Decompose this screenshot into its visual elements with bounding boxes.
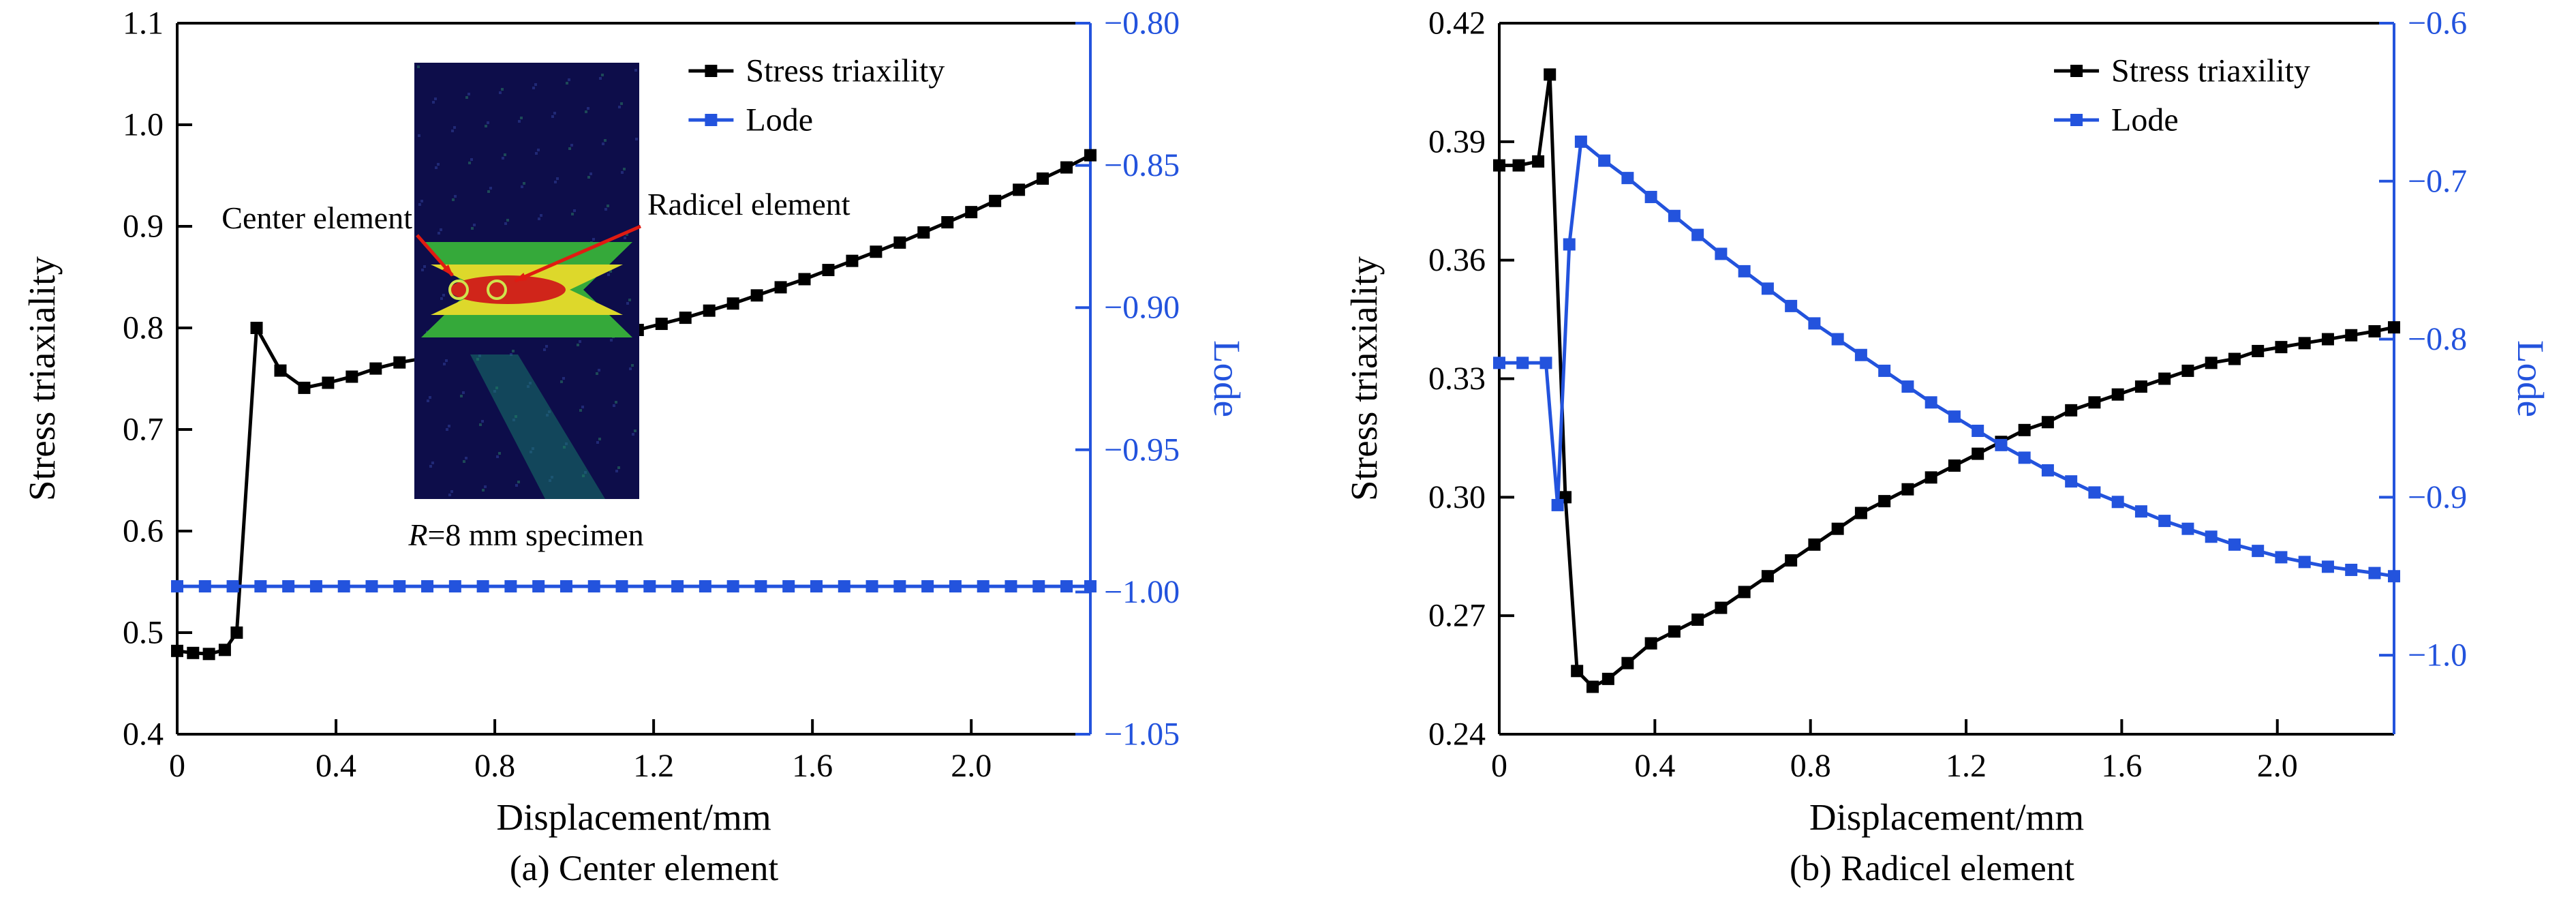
center-element-arrow <box>416 234 454 277</box>
chart-a-canvas: 0 0.4 0.8 1.2 1.6 2.00.40.50.60.70.80.91.01.1… <box>21 5 1248 839</box>
chart-b-canvas: 0 0.4 0.8 1.2 1.6 2.0 0.24 0.27 0.30 0.33 0.36 0.39… <box>1343 5 2551 839</box>
left-tick-label: 0.4 <box>123 716 164 753</box>
left-tick-label: 0.27 <box>1428 598 1486 634</box>
specimen-inset: Center element Radicel element R=8 mm spec… <box>221 63 850 552</box>
left-tick-label: 0.6 <box>123 513 164 549</box>
right-axis-title: Lode <box>2510 340 2551 417</box>
x-tick-label: 1.6 <box>2101 748 2142 784</box>
series-lode <box>1493 135 2400 583</box>
left-tick-label: 0.42 <box>1428 5 1486 42</box>
center-element-label: Center element <box>221 200 412 235</box>
right-tick-label: −0.85 <box>1104 147 1180 183</box>
left-axis-title: Stress triaxiality <box>21 256 63 501</box>
right-tick-label: −0.6 <box>2408 5 2467 42</box>
right-tick-label: −1.0 <box>2408 637 2467 674</box>
left-tick-label: 0.39 <box>1428 123 1486 160</box>
left-tick-label: 0.24 <box>1428 716 1486 753</box>
chart-b: 0 0.4 0.8 1.2 1.6 2.0 0.24 0.27 0.30 0.33 0.36 0.39… <box>1288 0 2576 921</box>
chart-a-caption: (a) Center element <box>509 849 779 888</box>
left-tick-label: 0.5 <box>123 615 164 651</box>
axes: 0 0.4 0.8 1.2 1.6 2.00.40.50.60.70.80.91.01.1… <box>21 5 1248 839</box>
left-tick-label: 0.7 <box>123 412 164 448</box>
x-tick-label: 0.4 <box>316 748 356 784</box>
inset-caption: R=8 mm specimen <box>408 517 643 552</box>
x-tick-label: 0.4 <box>1634 748 1675 784</box>
right-tick-label: −0.80 <box>1104 5 1180 42</box>
x-tick-label: 1.2 <box>1946 748 1987 784</box>
series-stress-triaxility <box>1493 68 2400 693</box>
legend-label: Stress triaxility <box>2111 53 2310 89</box>
x-tick-label: 2.0 <box>951 748 992 784</box>
radicel-element-marker <box>487 280 507 300</box>
left-tick-label: 1.1 <box>123 5 164 42</box>
legend: Stress triaxility Lode <box>2054 53 2310 138</box>
x-tick-label: 0 <box>169 748 185 784</box>
center-element-marker <box>448 280 469 300</box>
left-tick-label: 1.0 <box>123 107 164 143</box>
legend-label: Stress triaxility <box>746 53 945 89</box>
left-tick-label: 0.33 <box>1428 361 1486 397</box>
x-tick-label: 0.8 <box>1790 748 1831 784</box>
left-axis-title: Stress triaxiality <box>1343 256 1385 501</box>
x-tick-label: 1.6 <box>792 748 833 784</box>
right-tick-label: −0.90 <box>1104 290 1180 326</box>
series-lode <box>171 580 1097 593</box>
x-axis-title: Displacement/mm <box>1809 796 2084 838</box>
left-tick-label: 0.8 <box>123 310 164 346</box>
left-tick-label: 0.36 <box>1428 242 1486 278</box>
right-tick-label: −0.8 <box>2408 321 2467 357</box>
left-tick-label: 0.30 <box>1428 479 1486 515</box>
axes: 0 0.4 0.8 1.2 1.6 2.0 0.24 0.27 0.30 0.33 0.36 0.39… <box>1343 5 2551 839</box>
right-axis-title: Lode <box>1206 340 1248 417</box>
x-tick-label: 2.0 <box>2257 748 2298 784</box>
x-tick-label: 0.8 <box>474 748 515 784</box>
right-tick-label: −0.9 <box>2408 479 2467 515</box>
x-tick-label: 1.2 <box>633 748 674 784</box>
legend-label: Lode <box>2111 102 2179 138</box>
radicel-element-label: Radicel element <box>647 187 850 222</box>
x-axis-title: Displacement/mm <box>496 796 771 838</box>
left-tick-label: 0.9 <box>123 209 164 245</box>
right-tick-label: −0.95 <box>1104 432 1180 468</box>
right-tick-label: −1.05 <box>1104 716 1180 753</box>
radicel-element-arrow <box>514 224 641 283</box>
right-tick-label: −0.7 <box>2408 163 2467 199</box>
legend-label: Lode <box>746 102 813 138</box>
chart-b-caption: (b) Radicel element <box>1790 849 2074 888</box>
legend: Stress triaxility Lode <box>688 53 945 138</box>
chart-a: 0 0.4 0.8 1.2 1.6 2.0 0.4 0.5 0.6 0.7 0.8 0.9 1.0 1.1… <box>21 5 1248 889</box>
right-tick-label: −1.00 <box>1104 574 1180 610</box>
x-tick-label: 0 <box>1491 748 1507 784</box>
